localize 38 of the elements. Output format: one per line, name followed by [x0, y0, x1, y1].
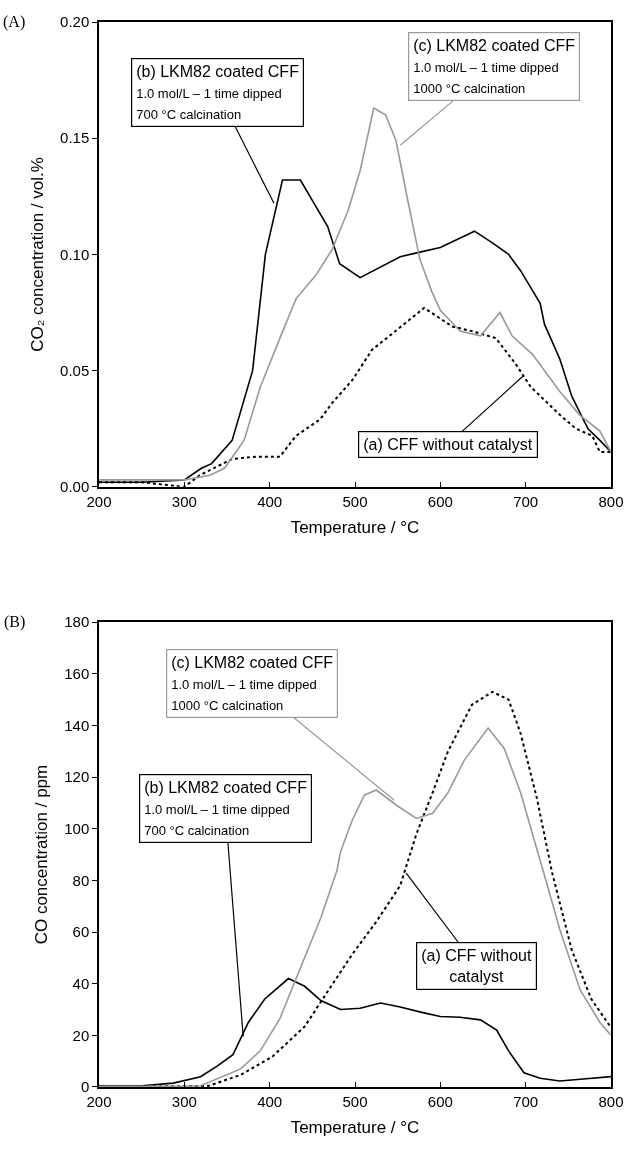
- y-tick-label: 140: [64, 716, 90, 734]
- x-axis-title: Temperature / °C: [290, 1117, 420, 1137]
- y-tick-label: 0.15: [60, 129, 90, 147]
- y-tick-label: 100: [64, 819, 90, 837]
- x-tick-label: 600: [427, 1092, 453, 1110]
- x-tick-label: 500: [342, 1092, 368, 1110]
- chart-title: (A): [3, 13, 26, 31]
- x-tick-label: 700: [513, 1092, 539, 1110]
- x-tick-label: 800: [598, 1092, 624, 1110]
- annotation: (b) LKM82 coated CFF 1.0 mol/L – 1 time dipped 700 °C calcination: [144, 779, 308, 838]
- y-tick-label: 80: [72, 871, 90, 889]
- y-tick-label: 180: [64, 613, 90, 631]
- y-tick-label: 160: [64, 665, 90, 683]
- x-tick-label: 400: [257, 1092, 283, 1110]
- annotation: (c) LKM82 coated CFF 1.0 mol/L – 1 time dipped 1000 °C calcination: [171, 654, 334, 713]
- chart-title: (B): [4, 613, 26, 631]
- y-tick-label: 40: [72, 974, 90, 992]
- y-tick-label: 0.20: [60, 13, 90, 31]
- y-tick-label: 20: [72, 1026, 90, 1044]
- line-series: [99, 107, 611, 481]
- y-tick-label: 0.05: [60, 361, 90, 379]
- annotation: (b) LKM82 coated CFF 1.0 mol/L – 1 time dipped 700 °C calcination: [136, 63, 300, 122]
- annotation: (a) CFF without catalyst: [421, 947, 532, 985]
- x-tick-label: 800: [598, 492, 624, 510]
- y-axis-title: CO concentration / ppm: [32, 764, 52, 945]
- y-tick-label: 120: [64, 768, 90, 786]
- annotation: (c) LKM82 coated CFF 1.0 mol/L – 1 time dipped 1000 °C calcination: [413, 37, 576, 96]
- x-tick-label: 300: [171, 1092, 197, 1110]
- x-tick-label: 400: [257, 492, 283, 510]
- y-tick-label: 0.10: [60, 245, 90, 263]
- y-tick-label: 60: [72, 923, 90, 941]
- x-tick-label: 600: [427, 492, 453, 510]
- x-tick-label: 700: [513, 492, 539, 510]
- x-tick-label: 300: [171, 492, 197, 510]
- x-tick-label: 500: [342, 492, 368, 510]
- x-axis-title: Temperature / °C: [290, 517, 420, 537]
- y-axis-title: CO₂ concentration / vol.%: [28, 157, 48, 352]
- annotation: (a) CFF without catalyst: [363, 436, 533, 454]
